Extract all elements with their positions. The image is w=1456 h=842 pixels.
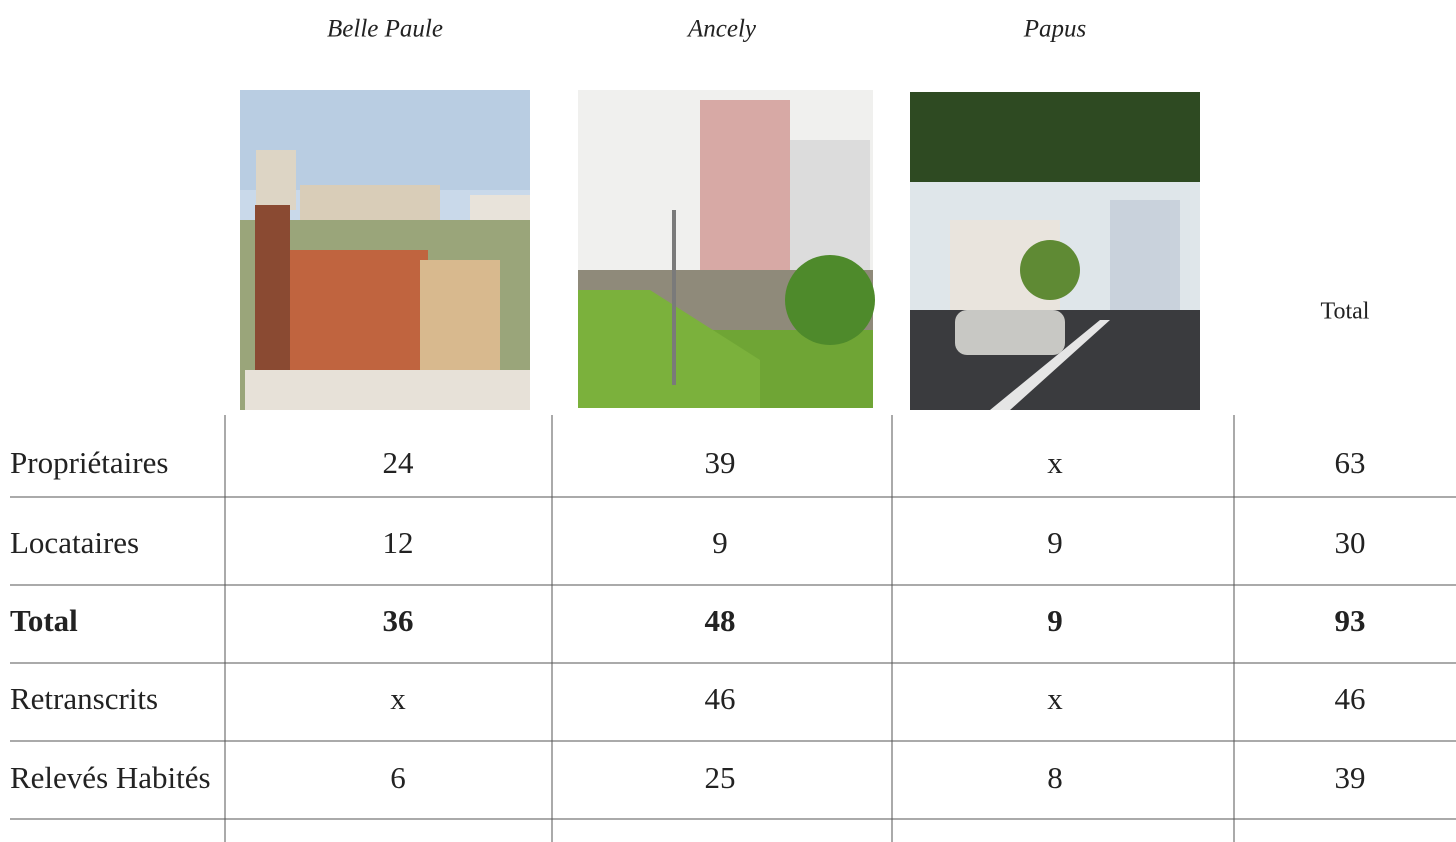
column-header: Papus (1023, 16, 1087, 43)
cell: 12 (383, 525, 414, 560)
cell: x (390, 681, 406, 716)
cell: 6 (390, 760, 406, 795)
row-label: Locataires (10, 525, 139, 560)
cell: 93 (1335, 603, 1366, 638)
photo (240, 90, 530, 410)
cell: 9 (1047, 603, 1063, 638)
cell: 9 (712, 525, 728, 560)
cell: 63 (1335, 445, 1366, 480)
cell: 46 (1335, 681, 1366, 716)
cell: x (1047, 445, 1063, 480)
cell: 25 (705, 760, 736, 795)
cell: 39 (1335, 760, 1366, 795)
cell: 36 (383, 603, 414, 638)
cell: 9 (1047, 525, 1063, 560)
cell: 24 (383, 445, 415, 480)
row-label: Propriétaires (10, 445, 168, 480)
row-label: Total (10, 603, 78, 638)
row-label: Retranscrits (10, 681, 158, 716)
cell: x (1047, 681, 1063, 716)
photo (578, 90, 875, 408)
cell: 8 (1047, 760, 1063, 795)
column-header: Total (1321, 299, 1370, 325)
column-header: Belle Paule (327, 16, 443, 43)
cell: 46 (705, 681, 736, 716)
cell: 30 (1335, 525, 1366, 560)
cell: 39 (705, 445, 736, 480)
row-label: Relevés Habités (10, 760, 211, 795)
photo (910, 92, 1200, 410)
column-header: Ancely (686, 16, 757, 43)
cell: 48 (705, 603, 736, 638)
